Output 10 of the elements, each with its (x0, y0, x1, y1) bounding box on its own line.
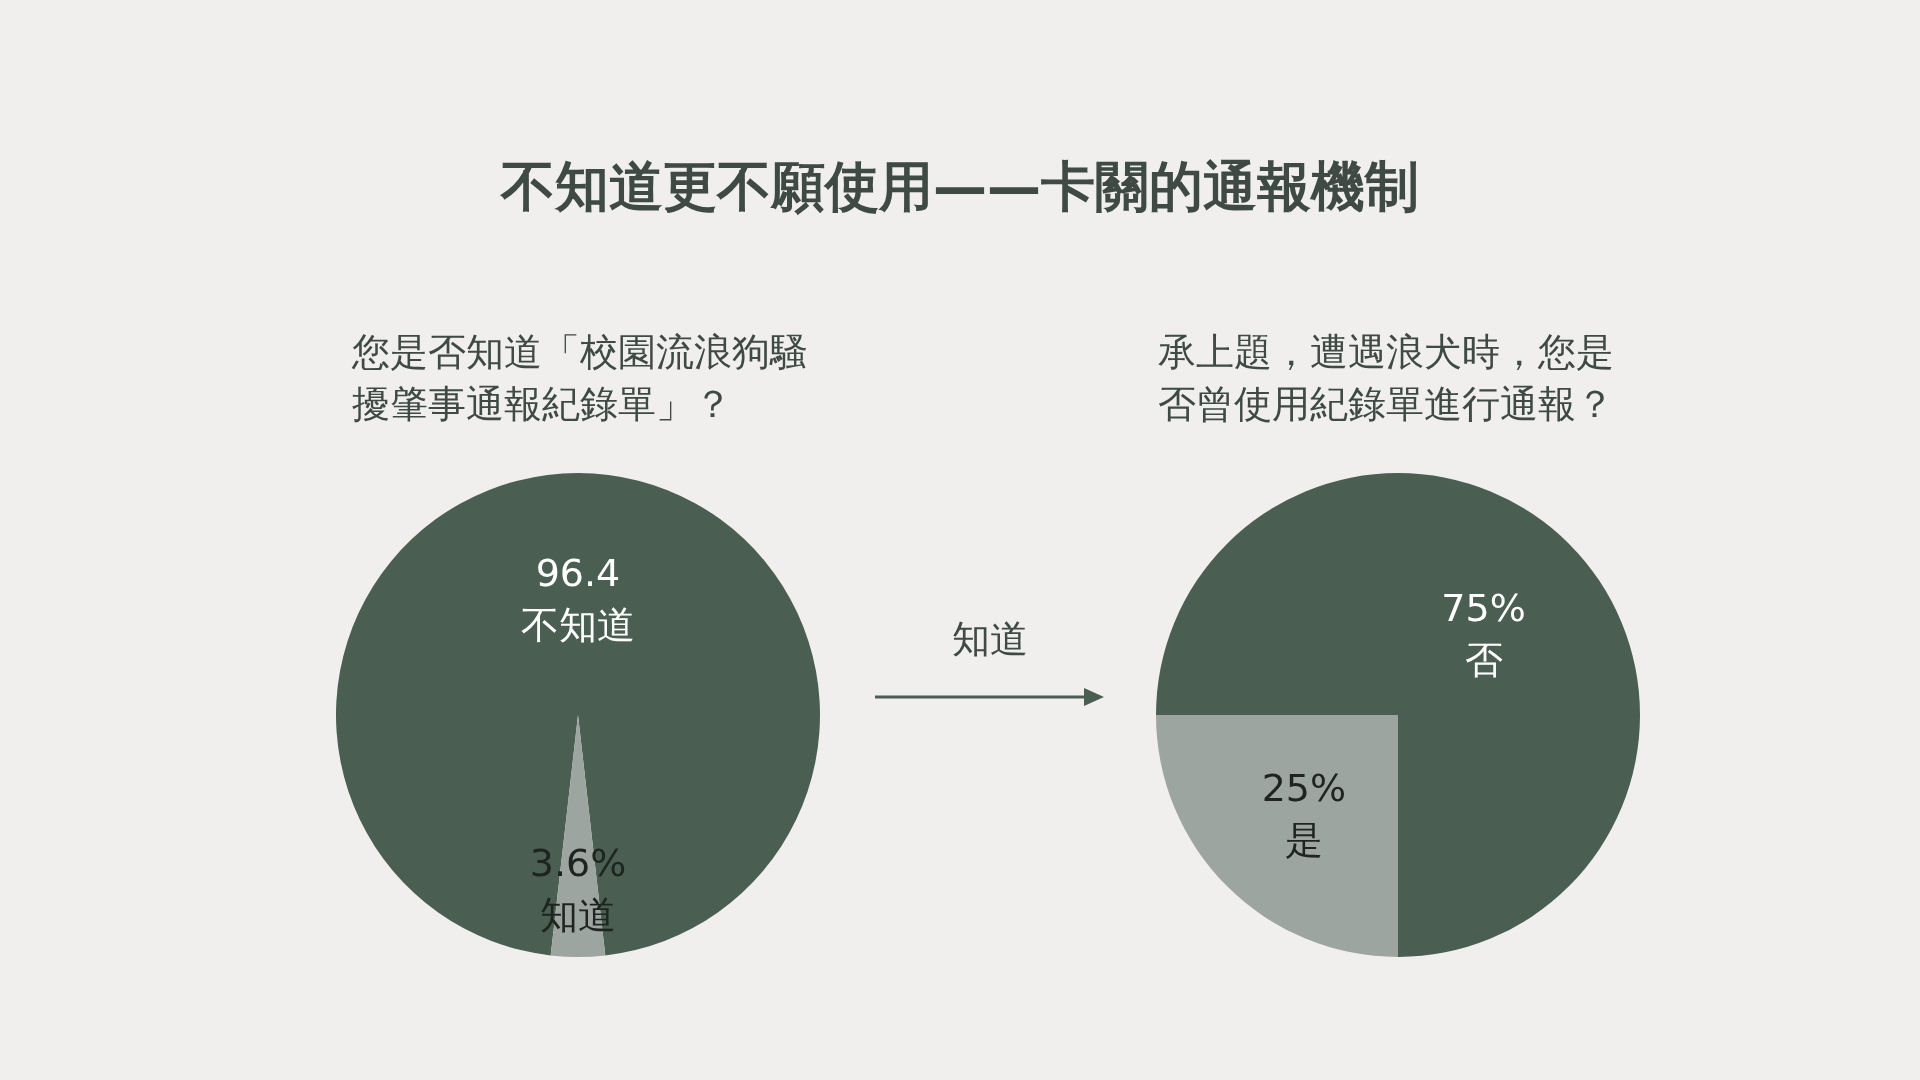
data-label: 96.4 (535, 551, 621, 595)
data-label: 75% (1441, 586, 1526, 631)
text: 知道 (952, 617, 1028, 661)
chart-subtitle: 承上題，遭遇浪犬時，您是否曾使用紀錄單進行通報？ (1158, 330, 1614, 426)
slice-label: 否 (1464, 638, 1503, 683)
chart-subtitle: 您是否知道「校園流浪狗騷擾肇事通報紀錄單」？ (351, 330, 808, 426)
slice-label: 不知道 (521, 603, 635, 647)
slice-label: 是 (1284, 818, 1323, 863)
text: 不知道更不願使用——卡關的通報機制 (499, 155, 1419, 218)
data-label: 25% (1261, 766, 1347, 811)
